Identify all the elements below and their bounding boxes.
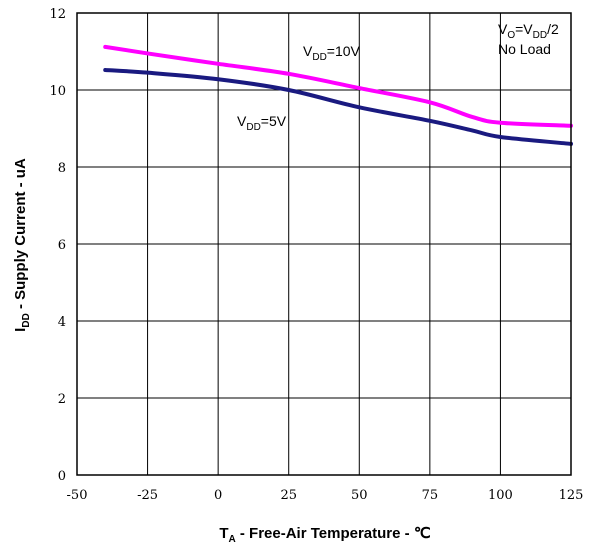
y-tick-label: 10 bbox=[49, 84, 66, 99]
series-label-vdd-5v: VDD=5V bbox=[237, 113, 287, 133]
x-tick-label: 50 bbox=[351, 488, 368, 503]
y-tick-label: 2 bbox=[58, 392, 66, 407]
y-tick-label: 8 bbox=[58, 161, 66, 176]
x-tick-label: -25 bbox=[137, 488, 158, 503]
x-axis-title: TA - Free-Air Temperature - ℃ bbox=[219, 525, 431, 545]
series-line-vdd-5v bbox=[103, 67, 573, 146]
series-line-vdd-10v bbox=[103, 44, 573, 128]
x-tick-label: 0 bbox=[214, 488, 222, 503]
x-tick-labels: -50 -25 0 25 50 75 100 125 bbox=[67, 488, 584, 503]
x-tick-label: 75 bbox=[422, 488, 439, 503]
x-tick-label: 100 bbox=[488, 488, 513, 503]
plot-frame bbox=[76, 12, 572, 476]
x-tick-label: 25 bbox=[280, 488, 297, 503]
series-label-vdd-10v: VDD=10V bbox=[303, 43, 361, 63]
y-tick-labels: 0 2 4 6 8 10 12 bbox=[49, 7, 66, 484]
condition-label-load: No Load bbox=[498, 41, 551, 57]
y-tick-label: 6 bbox=[58, 238, 66, 253]
y-axis-title: IDD - Supply Current - uA bbox=[12, 158, 32, 332]
y-tick-label: 12 bbox=[49, 7, 66, 22]
x-tick-label: 125 bbox=[559, 488, 584, 503]
y-tick-label: 4 bbox=[58, 315, 66, 330]
series-lines bbox=[103, 44, 573, 146]
condition-label-vo: VO=VDD/2 bbox=[498, 21, 559, 41]
y-tick-label: 0 bbox=[58, 469, 66, 484]
x-tick-label: -50 bbox=[67, 488, 88, 503]
